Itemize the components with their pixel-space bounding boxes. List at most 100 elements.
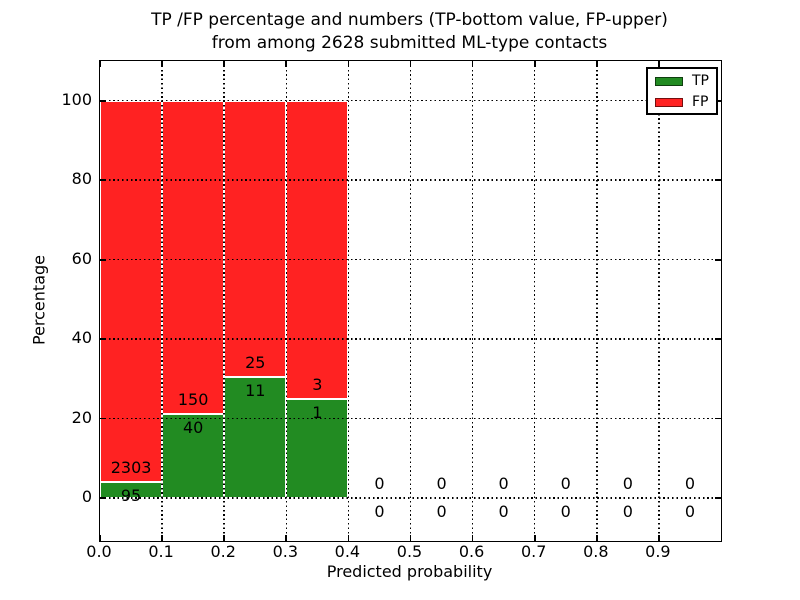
x-tick — [161, 61, 163, 67]
y-tick — [715, 497, 721, 499]
x-axis-label: Predicted probability — [326, 562, 493, 581]
tp-count-label: 40 — [182, 418, 204, 438]
chart-title: TP /FP percentage and numbers (TP-bottom… — [99, 9, 720, 55]
y-tick — [100, 179, 106, 182]
x-gridline — [347, 61, 350, 541]
x-tick — [161, 535, 163, 541]
x-gridline — [533, 61, 536, 541]
y-tick-label: 0 — [81, 487, 92, 507]
x-tick — [658, 535, 660, 541]
fp-legend-swatch — [655, 98, 683, 107]
x-tick — [223, 535, 226, 541]
tp-count-label: 1 — [312, 402, 323, 422]
tp-legend-swatch — [655, 77, 683, 86]
tp-count-label: 0 — [374, 502, 385, 522]
legend-row-fp: FP — [648, 93, 716, 113]
x-tick-label: 0.7 — [520, 542, 547, 561]
y-gridline — [100, 417, 721, 420]
fp-count-label: 150 — [177, 390, 209, 410]
y-tick — [715, 338, 721, 340]
x-gridline — [471, 61, 474, 541]
y-tick-label: 100 — [61, 89, 92, 109]
x-tick — [347, 535, 350, 541]
y-tick — [100, 417, 106, 420]
y-tick-label: 40 — [71, 328, 92, 348]
tp-count-label: 95 — [120, 486, 142, 506]
plot-area: TP FP 2303 95 150 40 25 11 3 1 0 0 0 0 0 0 0 0 0 0 0 0 — [99, 60, 722, 542]
x-gridline — [658, 61, 660, 541]
bar-fp-segment — [224, 100, 287, 377]
x-tick-label: 0.2 — [210, 542, 236, 561]
y-tick-label: 20 — [71, 407, 92, 427]
bar-fp-segment — [162, 100, 225, 415]
fp-count-label: 0 — [622, 474, 633, 494]
x-gridline — [161, 61, 163, 541]
fp-count-label: 0 — [374, 474, 385, 494]
fp-count-label: 0 — [684, 474, 696, 494]
x-gridline — [285, 61, 288, 541]
y-gridline — [100, 99, 721, 102]
fp-count-label: 0 — [436, 474, 447, 494]
x-gridline — [409, 61, 412, 541]
tp-count-label: 0 — [498, 502, 509, 522]
y-tick — [715, 258, 721, 261]
x-tick-label: 0.0 — [86, 542, 112, 561]
y-tick — [100, 258, 106, 261]
fp-count-label: 0 — [560, 474, 571, 494]
fp-count-label: 25 — [245, 352, 266, 372]
y-tick-label: 60 — [71, 248, 92, 268]
tp-count-label: 0 — [622, 502, 633, 522]
x-tick — [223, 61, 226, 67]
bar-fp-segment — [286, 100, 349, 399]
x-tick-label: 0.8 — [583, 542, 609, 561]
y-tick-label: 80 — [71, 169, 92, 189]
y-tick — [100, 338, 106, 340]
fp-count-label: 3 — [312, 374, 323, 394]
x-tick — [595, 535, 598, 541]
x-tick-label: 0.5 — [396, 542, 423, 561]
x-tick — [533, 61, 536, 67]
tp-legend-label: TP — [692, 73, 709, 89]
y-tick — [715, 99, 721, 102]
tp-count-label: 0 — [560, 502, 571, 522]
y-tick — [100, 497, 106, 499]
x-tick — [285, 535, 288, 541]
y-tick — [715, 417, 721, 420]
x-tick — [409, 535, 412, 541]
y-gridline — [100, 497, 721, 499]
x-tick — [533, 535, 536, 541]
tp-count-label: 0 — [436, 502, 447, 522]
tp-count-label: 0 — [684, 502, 696, 522]
x-gridline — [223, 61, 225, 541]
y-gridline — [100, 258, 721, 261]
x-tick-label: 0.1 — [148, 542, 174, 561]
x-gridline — [596, 61, 598, 541]
x-tick-label: 0.9 — [645, 542, 671, 561]
chart-title-line1: TP /FP percentage and numbers (TP-bottom… — [151, 10, 668, 30]
fp-count-label: 2303 — [110, 458, 152, 478]
fp-count-label: 0 — [498, 474, 509, 494]
x-tick — [658, 61, 660, 67]
x-tick-label: 0.6 — [458, 542, 485, 561]
x-tick — [595, 61, 598, 67]
legend: TP FP — [646, 67, 718, 115]
y-gridline — [100, 179, 721, 181]
x-tick — [471, 61, 474, 67]
legend-row-tp: TP — [648, 72, 716, 92]
y-tick — [100, 99, 106, 102]
x-tick — [471, 535, 474, 541]
x-tick — [99, 535, 101, 541]
y-tick — [715, 179, 721, 182]
fp-legend-label: FP — [692, 94, 709, 110]
y-gridline — [100, 338, 721, 340]
x-tick — [347, 61, 350, 67]
x-tick — [99, 61, 101, 67]
x-tick — [285, 61, 288, 67]
x-tick-label: 0.4 — [334, 542, 361, 561]
x-tick — [409, 61, 412, 67]
tp-count-label: 11 — [245, 380, 266, 400]
bar-tp-segment — [162, 414, 225, 499]
x-tick-label: 0.3 — [272, 542, 299, 561]
chart-title-line2: from among 2628 submitted ML-type contac… — [211, 33, 608, 53]
